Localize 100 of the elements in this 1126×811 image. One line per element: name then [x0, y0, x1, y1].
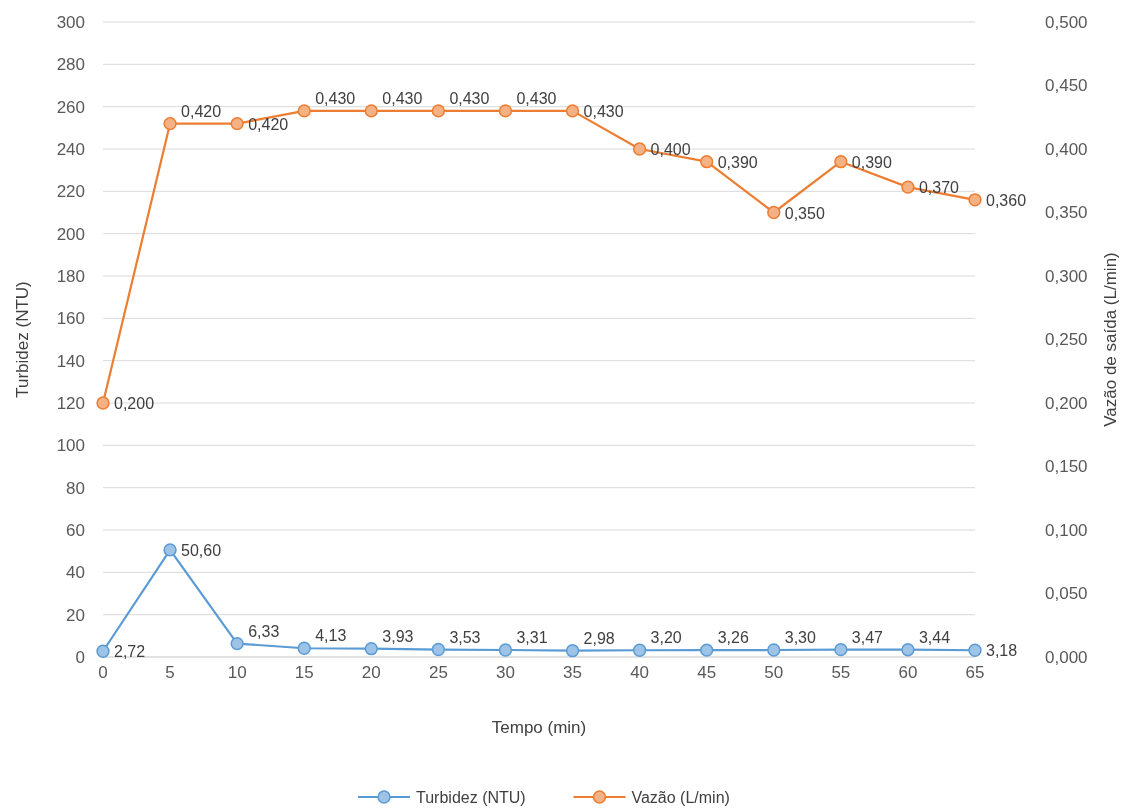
y-tick-label: 220: [56, 182, 85, 202]
y-tick-label: 160: [56, 309, 85, 329]
data-label: 3,53: [449, 628, 481, 646]
data-label: 0,430: [516, 89, 557, 107]
point: [700, 643, 714, 657]
data-label: 0,400: [650, 141, 691, 158]
y2-tick-label: 0,450: [1045, 76, 1088, 96]
data-label: 4,13: [315, 627, 347, 645]
point: [565, 104, 580, 118]
data-label: 0,390: [717, 153, 758, 171]
y2-tick-label: 0,000: [1045, 647, 1088, 667]
point: [901, 180, 915, 194]
point: [364, 104, 378, 118]
point: [163, 543, 177, 557]
data-label: 2,72: [114, 643, 146, 661]
x-tick-label: 45: [697, 663, 717, 683]
point: [230, 636, 244, 651]
legend-label: Vazão (L/min): [631, 788, 730, 806]
y-tick-label: 40: [66, 563, 85, 583]
data-label: 6,33: [248, 622, 280, 640]
y-tick-label: 240: [56, 139, 85, 159]
x-tick-label: 30: [496, 663, 515, 683]
point: [632, 643, 647, 657]
x-tick-label: 15: [294, 663, 314, 683]
x-tick-label: 40: [630, 663, 650, 683]
y-tick-label: 280: [56, 55, 85, 75]
data-label: 0,430: [583, 102, 624, 120]
x-tick-label: 0: [98, 663, 108, 683]
y-tick-label: 80: [66, 478, 85, 498]
data-label: 0,430: [315, 89, 356, 107]
point: [968, 643, 982, 657]
point: [767, 643, 781, 657]
point: [901, 643, 915, 657]
y2-tick-label: 0,300: [1045, 266, 1088, 286]
point: [96, 644, 110, 658]
point: [431, 642, 446, 657]
y-tick-label: 0: [75, 647, 85, 667]
y-tick-label: 140: [56, 351, 85, 371]
x-tick-label: 5: [165, 663, 175, 683]
y2-tick-label: 0,050: [1045, 584, 1088, 604]
y2-tick-label: 0,100: [1045, 520, 1088, 540]
data-label: 3,44: [918, 628, 951, 646]
point: [565, 644, 580, 658]
y-tick-label: 20: [66, 605, 85, 625]
y2-axis-title: Vazão de saída (L/min): [1100, 252, 1120, 427]
y2-tick-label: 0,200: [1045, 393, 1088, 413]
legend-label: Turbidez (NTU): [416, 788, 526, 806]
x-tick-label: 65: [965, 663, 985, 683]
x-tick-label: 20: [361, 663, 381, 683]
data-label: 3,26: [717, 629, 749, 647]
data-label: 0,420: [181, 102, 222, 120]
point: [834, 643, 848, 657]
data-label: 2,98: [583, 629, 615, 647]
data-label: 3,20: [650, 629, 682, 647]
data-label: 0,390: [851, 153, 892, 171]
y-tick-label: 120: [56, 393, 85, 413]
x-tick-label: 60: [898, 663, 918, 683]
y2-tick-label: 0,350: [1045, 203, 1088, 223]
point: [230, 116, 244, 131]
y2-tick-label: 0,500: [1045, 12, 1088, 32]
point: [700, 155, 714, 169]
y-tick-label: 200: [56, 224, 85, 244]
data-label: 3,93: [382, 627, 414, 645]
point: [297, 641, 311, 655]
data-label: 0,430: [449, 89, 490, 107]
point: [163, 116, 177, 131]
point: [498, 643, 513, 657]
y2-tick-label: 0,150: [1045, 457, 1088, 477]
point: [431, 104, 446, 118]
y-tick-label: 180: [56, 266, 85, 286]
data-label: 3,47: [851, 628, 884, 646]
data-label: 0,430: [382, 89, 423, 107]
data-label: 0,200: [114, 395, 155, 412]
point: [364, 642, 378, 656]
y2-tick-label: 0,400: [1045, 139, 1088, 159]
y-tick-label: 100: [56, 436, 85, 456]
point: [767, 205, 781, 220]
y-tick-label: 300: [56, 12, 85, 32]
y-tick-label: 260: [56, 97, 85, 117]
x-tick-label: 55: [831, 663, 851, 683]
y-axis-title: Turbidez (NTU): [12, 281, 32, 398]
point: [96, 396, 110, 410]
data-label: 0,360: [986, 191, 1027, 209]
data-label: 3,18: [986, 642, 1018, 660]
x-tick-label: 50: [764, 663, 784, 683]
data-label: 0,370: [918, 179, 960, 197]
data-label: 0,350: [784, 204, 825, 222]
x-tick-label: 25: [428, 663, 448, 683]
point: [834, 155, 848, 169]
data-label: 0,420: [248, 115, 289, 133]
point: [632, 142, 647, 156]
data-label: 3,31: [516, 628, 548, 646]
data-label: 3,30: [784, 629, 817, 647]
point: [498, 104, 513, 118]
point: [297, 104, 311, 118]
point: [968, 193, 982, 207]
x-tick-label: 35: [563, 663, 582, 683]
x-axis-title: Tempo (min): [491, 717, 587, 737]
x-tick-label: 10: [227, 663, 247, 683]
data-label: 50,60: [181, 541, 222, 559]
